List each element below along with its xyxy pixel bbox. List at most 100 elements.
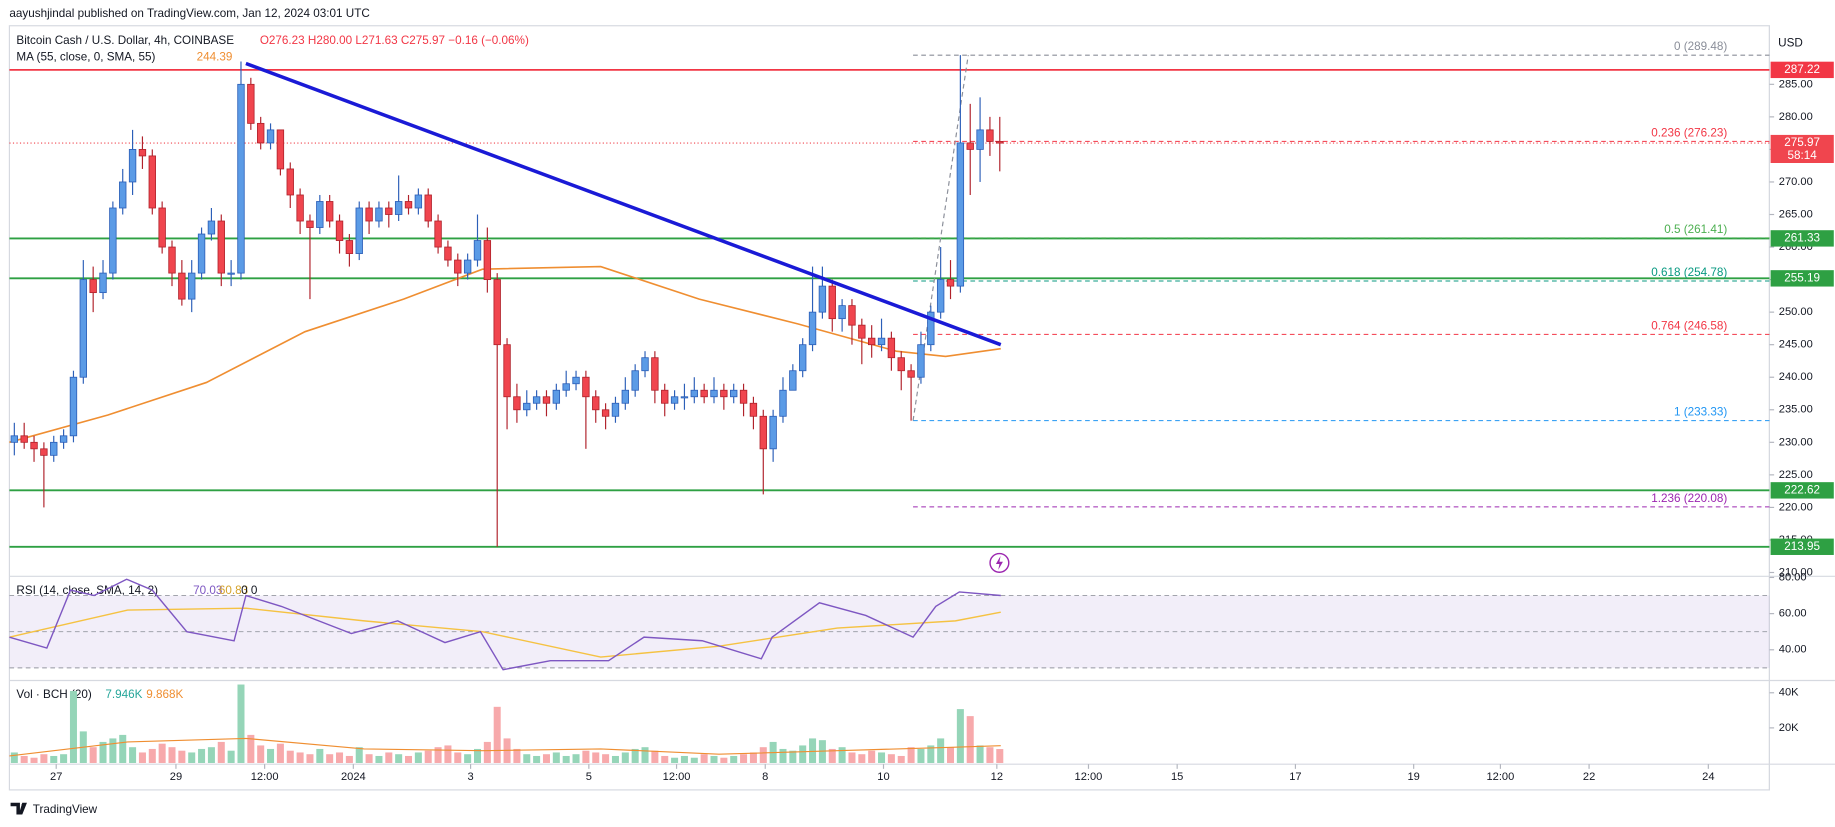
volume-bar — [188, 752, 196, 763]
candle-body — [473, 240, 482, 261]
x-tick-label: 10 — [877, 771, 889, 783]
volume-bar — [513, 748, 521, 763]
volume-bar — [10, 752, 18, 763]
level-badge-bg — [1770, 230, 1834, 247]
alert-icon[interactable] — [989, 552, 1010, 573]
volume-bar — [158, 743, 166, 763]
candle-body — [779, 389, 787, 417]
volume-bar — [168, 747, 176, 763]
volume-bar — [326, 754, 334, 763]
rsi-line — [9, 607, 1001, 658]
ma-line — [9, 265, 1001, 444]
level-badge-bg — [1770, 538, 1834, 555]
volume-bar — [848, 752, 856, 763]
candle-body — [119, 181, 127, 209]
candle-body — [286, 168, 294, 196]
volume-bar — [414, 752, 422, 763]
volume-bar — [207, 747, 215, 763]
volume-bar — [661, 755, 669, 763]
candle-body — [976, 129, 984, 150]
y-tick-label: 40.00 — [1779, 644, 1807, 656]
volume-bar — [602, 754, 610, 763]
last-price-badge: 275.97 — [1784, 136, 1820, 149]
candle-body — [266, 129, 275, 144]
volume-bar — [464, 754, 472, 763]
candle-body — [168, 246, 176, 274]
y-tick-label: 265.00 — [1779, 208, 1813, 220]
volume-bar — [996, 749, 1004, 763]
candle-body — [907, 370, 915, 378]
volume-bar — [138, 752, 146, 763]
x-tick-label: 8 — [762, 771, 768, 783]
fib-label: 0.618 (254.78) — [1651, 266, 1727, 279]
x-tick-label: 27 — [50, 771, 62, 783]
trendline — [245, 61, 1002, 347]
volume-bar — [542, 754, 550, 763]
candle-body — [562, 383, 570, 391]
y-tick-label: 285.00 — [1779, 78, 1813, 90]
candle-body — [394, 201, 403, 215]
volume-bar — [897, 755, 905, 763]
candle-body — [572, 376, 580, 385]
x-tick-label: 5 — [586, 771, 592, 783]
candle-body — [79, 279, 87, 378]
volume-bar — [533, 755, 541, 763]
x-tick-label: 19 — [1407, 771, 1419, 783]
volume-bar — [927, 745, 935, 763]
volume-bar — [237, 684, 245, 763]
level-badge-bg — [1770, 61, 1834, 79]
candle-body — [197, 233, 206, 274]
volume-bar — [611, 755, 619, 763]
level-badge: 287.22 — [1784, 63, 1820, 76]
x-tick-label: 22 — [1583, 771, 1595, 783]
volume-bar — [887, 754, 895, 763]
candle-body — [946, 279, 955, 287]
volume-bar — [552, 752, 560, 763]
volume-bar — [621, 752, 629, 763]
volume-bar — [473, 748, 482, 763]
x-tick-label: 3 — [468, 771, 474, 783]
candle-body — [20, 435, 28, 443]
candle-body — [316, 201, 324, 228]
volume-bar — [30, 757, 38, 763]
candle-body — [710, 389, 718, 398]
volume-legend-value: 7.946K — [105, 688, 142, 701]
candle-body — [513, 396, 521, 411]
volume-bar — [858, 754, 866, 763]
volume-bar — [572, 754, 580, 763]
y-tick-label: 60.00 — [1779, 608, 1807, 620]
candle-body — [247, 83, 255, 124]
candle-body — [858, 324, 866, 339]
x-tick-label: 15 — [1171, 771, 1183, 783]
candle-body — [227, 272, 235, 275]
volume-bar — [779, 748, 787, 763]
candle-body — [611, 402, 620, 417]
candle-body — [749, 402, 758, 417]
volume-bar — [198, 748, 206, 763]
volume-bar — [740, 754, 748, 763]
candle-body — [631, 370, 639, 391]
volume-bar — [69, 691, 77, 763]
volume-bar — [99, 741, 107, 763]
x-tick-label: 12:00 — [1075, 771, 1103, 783]
y-tick-label: 230.00 — [1779, 436, 1813, 448]
candle-body — [444, 246, 452, 261]
publisher: aayushjindal published on TradingView.co… — [9, 7, 369, 20]
fib-label: 1 (233.33) — [1674, 406, 1727, 419]
volume-bar — [119, 734, 127, 763]
candle-body — [700, 389, 708, 398]
rsi-legend-value: 70.03 — [193, 584, 222, 597]
candle-body — [10, 435, 19, 443]
y-tick-label: 270.00 — [1779, 176, 1813, 188]
candle-body — [927, 311, 935, 346]
volume-bar — [50, 755, 58, 763]
volume-bar — [129, 747, 137, 763]
candle-body — [661, 389, 669, 404]
volume-bar — [651, 750, 659, 763]
volume-bar — [947, 747, 955, 763]
candle-body — [148, 155, 156, 209]
candle-body — [789, 370, 797, 391]
last-price-badge-countdown: 58:14 — [1788, 149, 1818, 162]
candle-body — [188, 272, 196, 300]
candle-body — [128, 149, 137, 183]
